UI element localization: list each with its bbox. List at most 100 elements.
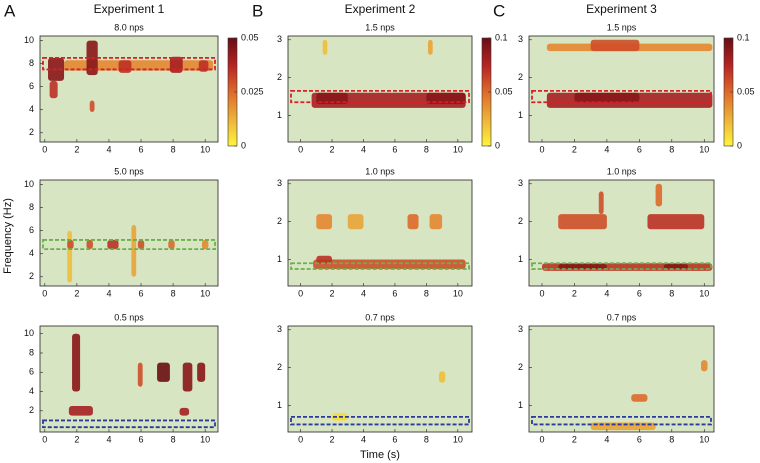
heatmap bbox=[42, 333, 216, 429]
y-tick-label: 2 bbox=[29, 405, 34, 415]
y-tick-label: 6 bbox=[29, 367, 34, 377]
heatmap bbox=[290, 371, 470, 426]
x-tick-label: 2 bbox=[330, 288, 335, 298]
x-tick-label: 2 bbox=[330, 434, 335, 444]
x-tick-label: 0 bbox=[42, 288, 47, 298]
y-tick-label: 6 bbox=[29, 81, 34, 91]
heat-cell bbox=[67, 230, 73, 283]
plot-frame bbox=[528, 179, 715, 287]
heatmap bbox=[531, 360, 712, 431]
x-tick-label: 4 bbox=[106, 434, 111, 444]
panel-letter: C bbox=[493, 1, 505, 20]
x-tick-label: 10 bbox=[453, 144, 463, 154]
x-tick-label: 6 bbox=[139, 434, 144, 444]
y-tick-label: 10 bbox=[24, 179, 34, 189]
x-tick-label: 4 bbox=[604, 144, 609, 154]
y-tick-label: 8 bbox=[29, 347, 34, 357]
heat-cell bbox=[655, 183, 663, 207]
plot-background bbox=[288, 180, 472, 286]
y-tick-label: 2 bbox=[518, 216, 523, 226]
panel-title: 0.7 nps bbox=[365, 312, 395, 322]
heat-cell bbox=[647, 214, 705, 230]
frequency-band bbox=[290, 262, 470, 270]
heat-cell bbox=[313, 259, 466, 269]
x-tick-label: 2 bbox=[74, 288, 79, 298]
panel-title: 0.7 nps bbox=[607, 312, 637, 322]
heat-cell bbox=[201, 239, 209, 250]
heat-cell bbox=[558, 264, 607, 269]
x-tick-label: 10 bbox=[699, 434, 709, 444]
heat-cell bbox=[157, 362, 170, 382]
heat-cell bbox=[701, 360, 708, 372]
heat-cell bbox=[168, 239, 175, 250]
x-tick-label: 8 bbox=[669, 144, 674, 154]
x-tick-label: 0 bbox=[298, 434, 303, 444]
plot-frame bbox=[528, 325, 715, 433]
x-tick-label: 2 bbox=[74, 434, 79, 444]
x-tick-label: 0 bbox=[539, 288, 544, 298]
frequency-band bbox=[290, 415, 470, 426]
x-tick-label: 2 bbox=[572, 288, 577, 298]
y-tick-label: 2 bbox=[518, 72, 523, 82]
panel-title: 8.0 nps bbox=[114, 22, 144, 32]
plot-background bbox=[288, 36, 472, 142]
x-tick-label: 2 bbox=[572, 144, 577, 154]
x-tick-label: 6 bbox=[139, 288, 144, 298]
heat-cell bbox=[426, 92, 466, 105]
frequency-band bbox=[531, 415, 712, 426]
y-tick-label: 10 bbox=[24, 328, 34, 338]
heat-cell bbox=[197, 362, 206, 382]
x-tick-label: 8 bbox=[171, 288, 176, 298]
x-tick-label: 8 bbox=[171, 144, 176, 154]
x-tick-label: 4 bbox=[106, 288, 111, 298]
plot-background bbox=[40, 36, 218, 142]
panel-title: 1.0 nps bbox=[607, 166, 637, 176]
heat-cell bbox=[107, 239, 119, 250]
colorbar-tick-label: 0.1 bbox=[495, 32, 508, 42]
heat-cell bbox=[169, 56, 183, 73]
heat-cell bbox=[316, 214, 333, 230]
y-tick-label: 8 bbox=[29, 202, 34, 212]
y-tick-label: 8 bbox=[29, 58, 34, 68]
x-tick-label: 0 bbox=[539, 144, 544, 154]
y-tick-label: 4 bbox=[29, 104, 34, 114]
x-tick-label: 8 bbox=[669, 288, 674, 298]
plot-frame bbox=[528, 35, 715, 143]
y-tick-label: 1 bbox=[518, 254, 523, 264]
y-tick-label: 3 bbox=[518, 34, 523, 44]
x-tick-label: 0 bbox=[42, 434, 47, 444]
column-title: Experiment 1 bbox=[94, 2, 165, 16]
column-title: Experiment 3 bbox=[586, 2, 657, 16]
colorbar-tick-label: 0 bbox=[495, 140, 500, 150]
x-tick-label: 10 bbox=[453, 434, 463, 444]
panel-title: 0.5 nps bbox=[114, 312, 144, 322]
x-tick-label: 4 bbox=[361, 144, 366, 154]
x-tick-label: 0 bbox=[539, 434, 544, 444]
heat-cell bbox=[631, 394, 648, 402]
panel-title: 1.0 nps bbox=[365, 166, 395, 176]
colorbar-tick-label: 0.05 bbox=[737, 86, 755, 96]
x-axis-label: Time (s) bbox=[360, 449, 400, 461]
plot-frame bbox=[287, 179, 473, 287]
plot-background bbox=[529, 326, 714, 432]
heatmap bbox=[531, 183, 713, 271]
heat-cell bbox=[438, 371, 446, 383]
heatmap bbox=[42, 224, 216, 283]
x-tick-label: 6 bbox=[392, 288, 397, 298]
x-tick-label: 8 bbox=[669, 434, 674, 444]
heat-cell bbox=[137, 239, 145, 250]
colorbar-tick-label: 0 bbox=[241, 140, 246, 150]
heat-cell bbox=[558, 214, 607, 230]
y-tick-label: 1 bbox=[518, 110, 523, 120]
x-tick-label: 8 bbox=[171, 434, 176, 444]
y-tick-label: 3 bbox=[277, 324, 282, 334]
heatmap bbox=[290, 39, 470, 108]
heat-cell bbox=[118, 60, 132, 73]
y-tick-label: 10 bbox=[24, 35, 34, 45]
y-tick-label: 1 bbox=[518, 400, 523, 410]
panel-title: 1.5 nps bbox=[607, 22, 637, 32]
heatmap bbox=[290, 214, 470, 270]
heat-cell bbox=[598, 191, 604, 215]
x-tick-label: 4 bbox=[106, 144, 111, 154]
